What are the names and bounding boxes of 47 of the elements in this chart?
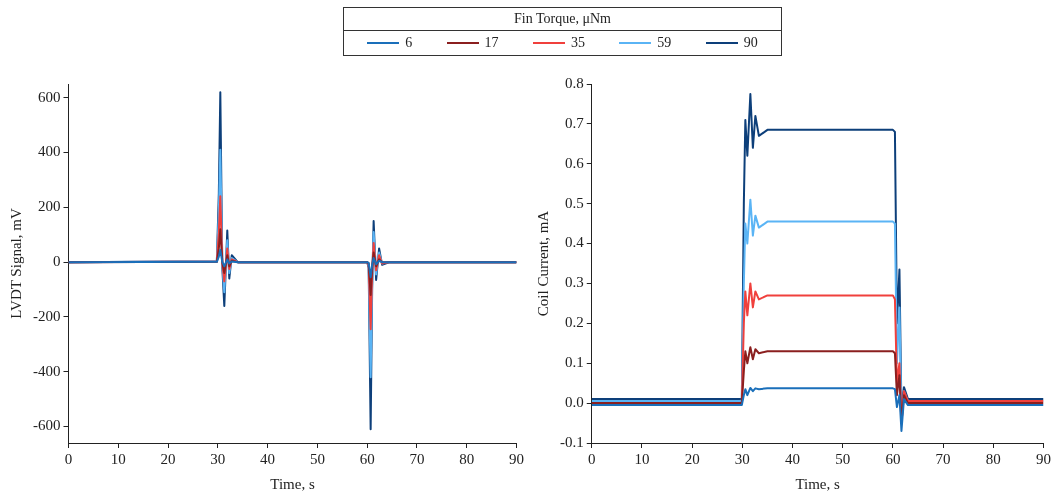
legend-label: 6 <box>405 35 413 51</box>
x-tick-label: 70 <box>409 450 425 467</box>
legend-title: Fin Torque, μNm <box>344 8 781 31</box>
y-tick-label: 0.7 <box>565 114 585 131</box>
x-tick-label: 10 <box>110 450 126 467</box>
x-tick-label: 80 <box>459 450 475 467</box>
legend-label: 59 <box>657 35 672 51</box>
x-tick-label: 0 <box>588 450 596 467</box>
x-tick-label: 60 <box>359 450 375 467</box>
y-tick-label: 0.3 <box>565 274 584 291</box>
x-tick-label: 90 <box>1036 450 1051 467</box>
y-tick-label: 0.0 <box>565 394 584 411</box>
x-axis-title: Time, s <box>270 475 315 492</box>
y-tick-label: 200 <box>38 198 61 215</box>
y-tick-label: 600 <box>38 88 61 105</box>
x-tick-label: 40 <box>260 450 276 467</box>
x-tick-label: 50 <box>309 450 325 467</box>
y-tick-label: 0.1 <box>565 354 584 371</box>
y-axis-title: LVDT Signal, mV <box>7 208 24 319</box>
x-tick-label: 20 <box>684 450 700 467</box>
y-axis-title: Coil Current, mA <box>534 210 551 317</box>
y-tick-label: 400 <box>38 143 61 160</box>
x-tick-label: 30 <box>210 450 226 467</box>
x-tick-label: 0 <box>64 450 73 467</box>
y-tick-label: -0.1 <box>560 433 584 450</box>
x-tick-label: 70 <box>935 450 951 467</box>
x-axis-title: Time, s <box>795 475 841 492</box>
legend-label: 35 <box>570 35 585 51</box>
y-tick-label: 0.5 <box>565 194 584 211</box>
x-tick-label: 50 <box>835 450 851 467</box>
y-tick-label: 0.6 <box>565 154 585 171</box>
y-tick-label: -600 <box>33 417 61 434</box>
x-tick-label: 90 <box>509 450 524 467</box>
x-tick-label: 80 <box>985 450 1001 467</box>
x-tick-label: 10 <box>634 450 650 467</box>
x-tick-label: 40 <box>785 450 801 467</box>
x-tick-label: 20 <box>160 450 176 467</box>
y-tick-label: -200 <box>33 307 61 324</box>
y-tick-label: -400 <box>33 362 61 379</box>
y-tick-label: 0.4 <box>565 234 585 251</box>
y-tick-label: 0.2 <box>565 314 584 331</box>
y-tick-label: 0.8 <box>565 74 584 91</box>
legend-label: 90 <box>743 35 758 51</box>
x-tick-label: 30 <box>734 450 750 467</box>
x-tick-label: 60 <box>885 450 901 467</box>
legend-label: 17 <box>484 35 499 51</box>
y-tick-label: 0 <box>53 253 61 270</box>
